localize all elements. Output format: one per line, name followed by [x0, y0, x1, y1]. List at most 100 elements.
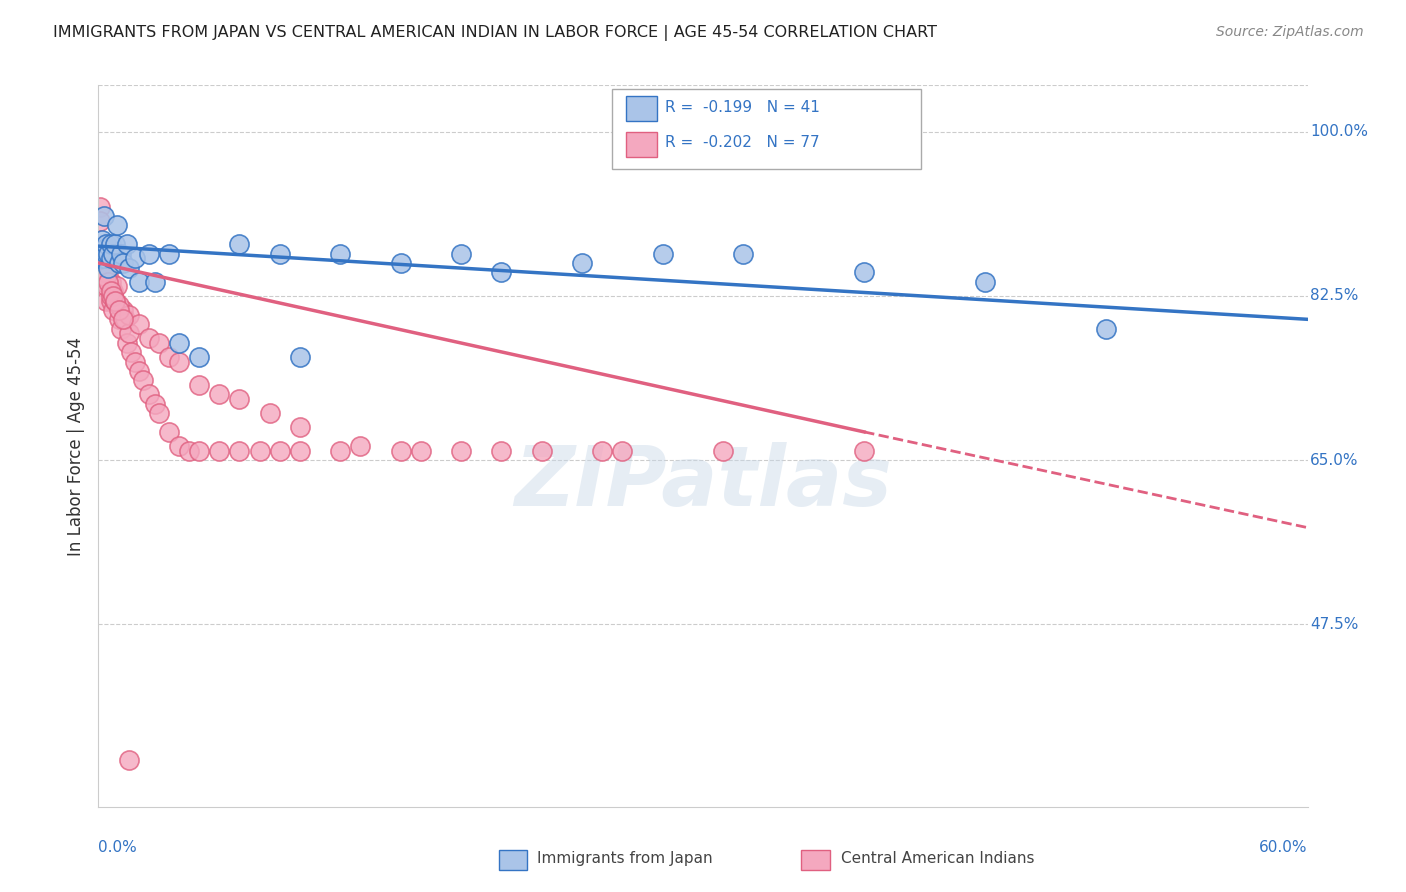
Point — [188, 443, 211, 458]
Point — [124, 354, 146, 368]
Point — [96, 270, 118, 285]
Point — [89, 200, 111, 214]
Point — [157, 350, 180, 364]
Point — [110, 322, 132, 336]
Point — [100, 293, 122, 308]
Point — [120, 345, 142, 359]
Point — [89, 242, 111, 256]
Point — [100, 252, 122, 266]
Point — [100, 284, 122, 298]
Point — [591, 443, 613, 458]
Point — [118, 260, 141, 275]
Point — [114, 312, 136, 326]
Text: 60.0%: 60.0% — [1260, 839, 1308, 855]
Point — [101, 246, 124, 260]
Point — [143, 275, 166, 289]
Point — [132, 373, 155, 387]
Point — [110, 246, 132, 260]
Point — [974, 275, 997, 289]
Point — [107, 256, 129, 270]
Point — [93, 256, 115, 270]
Point — [208, 443, 231, 458]
Point — [138, 331, 160, 345]
Point — [128, 364, 150, 378]
Text: R =  -0.199   N = 41: R = -0.199 N = 41 — [665, 100, 820, 114]
Point — [491, 443, 513, 458]
Point — [329, 443, 352, 458]
Point — [111, 302, 134, 317]
Point — [96, 246, 118, 260]
Point — [329, 246, 352, 260]
Text: 65.0%: 65.0% — [1310, 452, 1358, 467]
Point — [89, 252, 111, 266]
Point — [530, 443, 553, 458]
Point — [91, 246, 114, 260]
Point — [228, 392, 250, 406]
Point — [118, 308, 141, 322]
Point — [167, 335, 190, 350]
Point — [228, 237, 250, 252]
Text: Source: ZipAtlas.com: Source: ZipAtlas.com — [1216, 25, 1364, 39]
Point — [128, 275, 150, 289]
Point — [711, 443, 734, 458]
Point — [450, 246, 472, 260]
Point — [1095, 322, 1118, 336]
Point — [97, 275, 120, 289]
Point — [733, 246, 755, 260]
Point — [111, 256, 134, 270]
Point — [853, 443, 876, 458]
Point — [93, 252, 115, 266]
Point — [89, 214, 111, 228]
Point — [91, 265, 114, 279]
Point — [105, 279, 128, 293]
Point — [389, 443, 412, 458]
Point — [93, 275, 115, 289]
Point — [138, 246, 160, 260]
Point — [93, 275, 115, 289]
Point — [100, 237, 122, 252]
Point — [107, 302, 129, 317]
Point — [93, 209, 115, 223]
Point — [188, 378, 211, 392]
Point — [179, 443, 201, 458]
Point — [138, 387, 160, 401]
Text: R =  -0.202   N = 77: R = -0.202 N = 77 — [665, 136, 820, 150]
Point — [450, 443, 472, 458]
Point — [409, 443, 432, 458]
Text: 47.5%: 47.5% — [1310, 616, 1358, 632]
Point — [115, 237, 138, 252]
Text: 0.0%: 0.0% — [98, 839, 138, 855]
Point — [349, 439, 371, 453]
Point — [259, 406, 281, 420]
Point — [93, 265, 115, 279]
Point — [167, 439, 190, 453]
Text: Central American Indians: Central American Indians — [841, 852, 1035, 866]
Text: Immigrants from Japan: Immigrants from Japan — [537, 852, 713, 866]
Point — [96, 237, 118, 252]
Point — [97, 246, 120, 260]
Point — [96, 237, 118, 252]
Point — [148, 335, 170, 350]
Point — [96, 279, 118, 293]
Point — [103, 293, 125, 308]
Point — [93, 242, 115, 256]
Text: 100.0%: 100.0% — [1310, 124, 1368, 139]
Point — [115, 335, 138, 350]
Point — [491, 265, 513, 279]
Point — [128, 317, 150, 331]
Text: IMMIGRANTS FROM JAPAN VS CENTRAL AMERICAN INDIAN IN LABOR FORCE | AGE 45-54 CORR: IMMIGRANTS FROM JAPAN VS CENTRAL AMERICA… — [53, 25, 938, 41]
Point — [97, 275, 120, 289]
Point — [100, 275, 122, 289]
Point — [228, 443, 250, 458]
Point — [853, 265, 876, 279]
Point — [96, 293, 118, 308]
Point — [269, 246, 291, 260]
Point — [157, 246, 180, 260]
Point — [651, 246, 673, 260]
Point — [89, 256, 111, 270]
Point — [91, 246, 114, 260]
Point — [188, 350, 211, 364]
Point — [101, 289, 124, 303]
Point — [269, 443, 291, 458]
Point — [612, 443, 634, 458]
